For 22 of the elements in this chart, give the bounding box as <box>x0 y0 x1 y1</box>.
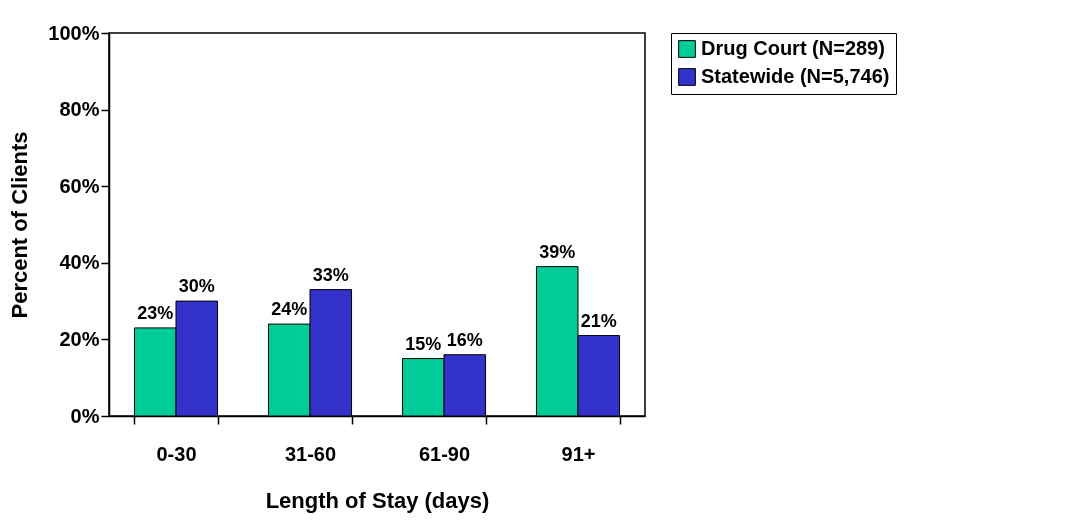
x-tick-label: 31-60 <box>284 442 337 465</box>
x-tick-label: 61-90 <box>418 442 471 465</box>
y-tick-label: 60% <box>59 174 100 197</box>
y-tick-label: 100% <box>48 21 100 44</box>
data-label: 21% <box>580 310 617 331</box>
y-tick-label: 40% <box>59 251 100 274</box>
data-label: 23% <box>137 302 174 323</box>
data-label: 30% <box>178 276 215 297</box>
legend-label: Statewide (N=5,746) <box>701 65 890 87</box>
y-tick-label: 0% <box>70 404 100 427</box>
data-label: 16% <box>446 329 483 350</box>
data-label: 24% <box>271 299 308 320</box>
y-tick-label: 80% <box>59 98 100 121</box>
x-axis-title: Length of Stay (days) <box>265 487 490 513</box>
y-tick-label: 20% <box>59 327 100 350</box>
x-tick-label: 0-30 <box>156 442 197 465</box>
data-label: 15% <box>405 333 442 354</box>
data-label: 39% <box>539 241 576 262</box>
data-label: 33% <box>312 264 349 285</box>
y-axis-title: Percent of Clients <box>7 131 33 319</box>
legend-label: Drug Court (N=289) <box>701 37 885 59</box>
x-tick-label: 91+ <box>561 442 596 465</box>
